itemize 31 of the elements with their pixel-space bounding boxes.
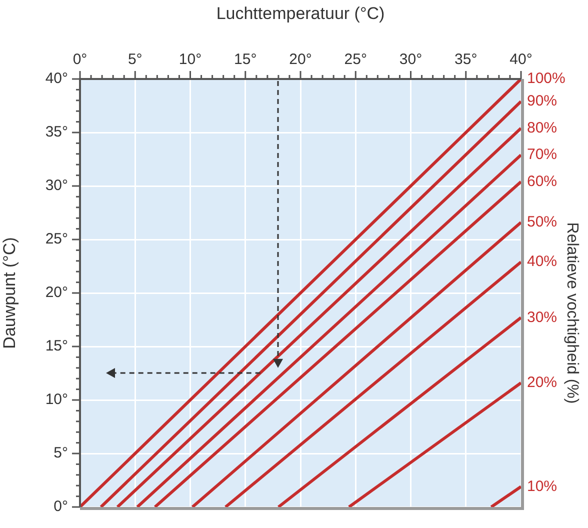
x-tick-label: 25° <box>344 51 367 68</box>
series-label: 90% <box>527 92 558 110</box>
series-label: 70% <box>527 146 558 164</box>
series-label: 50% <box>527 214 558 231</box>
x-tick-label: 20° <box>289 51 312 68</box>
x-tick-label: 35° <box>454 51 478 68</box>
y-tick-label: 10° <box>45 391 68 408</box>
y-tick-label: 15° <box>45 338 68 355</box>
x-tick-label: 15° <box>234 51 257 68</box>
series-label: 20% <box>527 374 558 392</box>
series-label: 80% <box>527 119 558 136</box>
x-tick-label: 5° <box>128 51 142 68</box>
series-label: 40% <box>527 253 558 270</box>
series-label: 30% <box>527 308 558 326</box>
y-tick-label: 5° <box>54 444 68 462</box>
x-tick-label: 30° <box>399 51 422 68</box>
x-axis-title: Luchttemperatuur (°C) <box>216 4 385 23</box>
y-tick-label: 40° <box>45 70 68 88</box>
y-tick-label: 25° <box>45 230 68 248</box>
series-label: 100% <box>527 70 566 88</box>
y-tick-label: 35° <box>45 124 68 141</box>
y-axis-title: Dauwpunt (°C) <box>0 237 19 349</box>
y-tick-label: 30° <box>45 177 68 194</box>
y-tick-label: 20° <box>45 284 68 302</box>
series-label: 10% <box>527 478 558 495</box>
y-tick-label: 0° <box>54 498 68 516</box>
x-tick-label: 0° <box>72 51 88 68</box>
series-label: 60% <box>527 172 558 190</box>
x-tick-label: 10° <box>178 51 202 68</box>
y2-axis-title: Relatieve vochtigheid (%) <box>564 222 581 404</box>
x-tick-label: 40° <box>510 51 532 68</box>
